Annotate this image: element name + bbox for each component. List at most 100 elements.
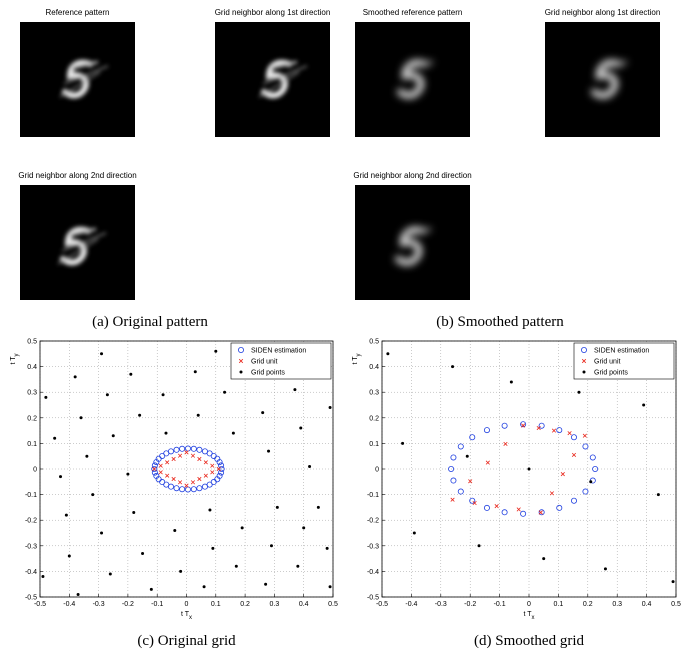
point bbox=[138, 414, 141, 417]
y-tick-label: 0 bbox=[375, 467, 379, 474]
x-tick-label: -0.1 bbox=[151, 601, 163, 608]
point bbox=[194, 370, 197, 373]
point bbox=[484, 427, 489, 432]
label-subscript: y bbox=[356, 353, 362, 356]
point bbox=[129, 373, 132, 376]
x-tick-label: 0.5 bbox=[328, 601, 338, 608]
y-tick-label: 0.3 bbox=[369, 390, 379, 397]
point bbox=[202, 449, 207, 454]
point bbox=[539, 423, 544, 428]
y-tick-label: 0.5 bbox=[27, 339, 37, 346]
point bbox=[240, 371, 243, 374]
point bbox=[100, 532, 103, 535]
point bbox=[191, 487, 196, 492]
point bbox=[100, 352, 103, 355]
point bbox=[41, 575, 44, 578]
point bbox=[59, 475, 62, 478]
legend-label: Grid unit bbox=[594, 359, 621, 366]
point bbox=[168, 484, 173, 489]
point bbox=[458, 444, 463, 449]
x-tick-label: 0.3 bbox=[270, 601, 280, 608]
point bbox=[466, 455, 469, 458]
x-tick-label: 0.2 bbox=[240, 601, 250, 608]
point bbox=[329, 406, 332, 409]
image-title: Grid neighbor along 1st direction bbox=[215, 8, 331, 17]
pattern-image bbox=[545, 22, 660, 137]
point bbox=[241, 526, 244, 529]
x-tick-label: -0.5 bbox=[376, 601, 388, 608]
point bbox=[386, 352, 389, 355]
point bbox=[223, 391, 226, 394]
point bbox=[302, 526, 305, 529]
pattern-image bbox=[20, 185, 135, 300]
point bbox=[44, 396, 47, 399]
x-axis-label: t Tx bbox=[523, 611, 534, 621]
point bbox=[486, 461, 490, 465]
y-tick-label: 0.4 bbox=[27, 364, 37, 371]
point bbox=[561, 472, 565, 476]
point bbox=[329, 585, 332, 588]
image-background bbox=[20, 22, 135, 137]
y-tick-label: -0.3 bbox=[367, 543, 379, 550]
pattern-image bbox=[355, 22, 470, 137]
point bbox=[210, 464, 214, 468]
image-title: Smoothed reference pattern bbox=[363, 8, 463, 17]
point bbox=[539, 511, 543, 515]
legend-label: SIDEN estimation bbox=[594, 348, 649, 355]
point bbox=[191, 481, 195, 485]
point bbox=[502, 510, 507, 515]
label-subscript: x bbox=[532, 615, 535, 621]
point bbox=[517, 508, 521, 512]
point bbox=[657, 493, 660, 496]
point bbox=[539, 510, 544, 515]
point bbox=[583, 371, 586, 374]
x-tick-label: 0.1 bbox=[554, 601, 564, 608]
point bbox=[572, 453, 576, 457]
point bbox=[317, 506, 320, 509]
legend-label: SIDEN estimation bbox=[251, 348, 306, 355]
x-tick-label: 0.5 bbox=[671, 601, 681, 608]
point bbox=[577, 391, 580, 394]
image-title: Reference pattern bbox=[45, 8, 109, 17]
point bbox=[174, 447, 179, 452]
point bbox=[604, 567, 607, 570]
chart-caption: (d) Smoothed grid bbox=[474, 633, 584, 649]
point bbox=[261, 411, 264, 414]
point bbox=[197, 447, 202, 452]
x-tick-label: 0.4 bbox=[642, 601, 652, 608]
point bbox=[198, 457, 202, 461]
point bbox=[191, 454, 195, 458]
y-tick-label: -0.1 bbox=[367, 492, 379, 499]
y-tick-label: -0.1 bbox=[25, 492, 37, 499]
chart-caption: (c) Original grid bbox=[137, 633, 236, 649]
point bbox=[568, 431, 572, 435]
point bbox=[159, 464, 163, 468]
x-tick-label: -0.3 bbox=[93, 601, 105, 608]
point bbox=[571, 498, 576, 503]
figure: Reference pattern Grid neighbor along 1st… bbox=[0, 0, 684, 656]
legend-label: Grid unit bbox=[251, 359, 278, 366]
point bbox=[160, 453, 165, 458]
point bbox=[165, 461, 169, 465]
point bbox=[478, 544, 481, 547]
point bbox=[180, 446, 185, 451]
point bbox=[172, 477, 176, 481]
point bbox=[159, 471, 163, 475]
point bbox=[672, 580, 675, 583]
point bbox=[53, 437, 56, 440]
point bbox=[174, 486, 179, 491]
point bbox=[150, 588, 153, 591]
point bbox=[203, 585, 206, 588]
point bbox=[172, 457, 176, 461]
pattern-image bbox=[20, 22, 135, 137]
point bbox=[208, 508, 211, 511]
page: Reference pattern Grid neighbor along 1st… bbox=[0, 0, 684, 656]
point bbox=[178, 454, 182, 458]
point bbox=[267, 450, 270, 453]
point bbox=[173, 529, 176, 532]
image-title: Grid neighbor along 1st direction bbox=[545, 8, 661, 17]
panel-caption: (a) Original pattern bbox=[92, 314, 208, 330]
y-tick-label: 0.5 bbox=[369, 339, 379, 346]
x-axis-label: t Tx bbox=[181, 611, 192, 621]
point bbox=[141, 552, 144, 555]
